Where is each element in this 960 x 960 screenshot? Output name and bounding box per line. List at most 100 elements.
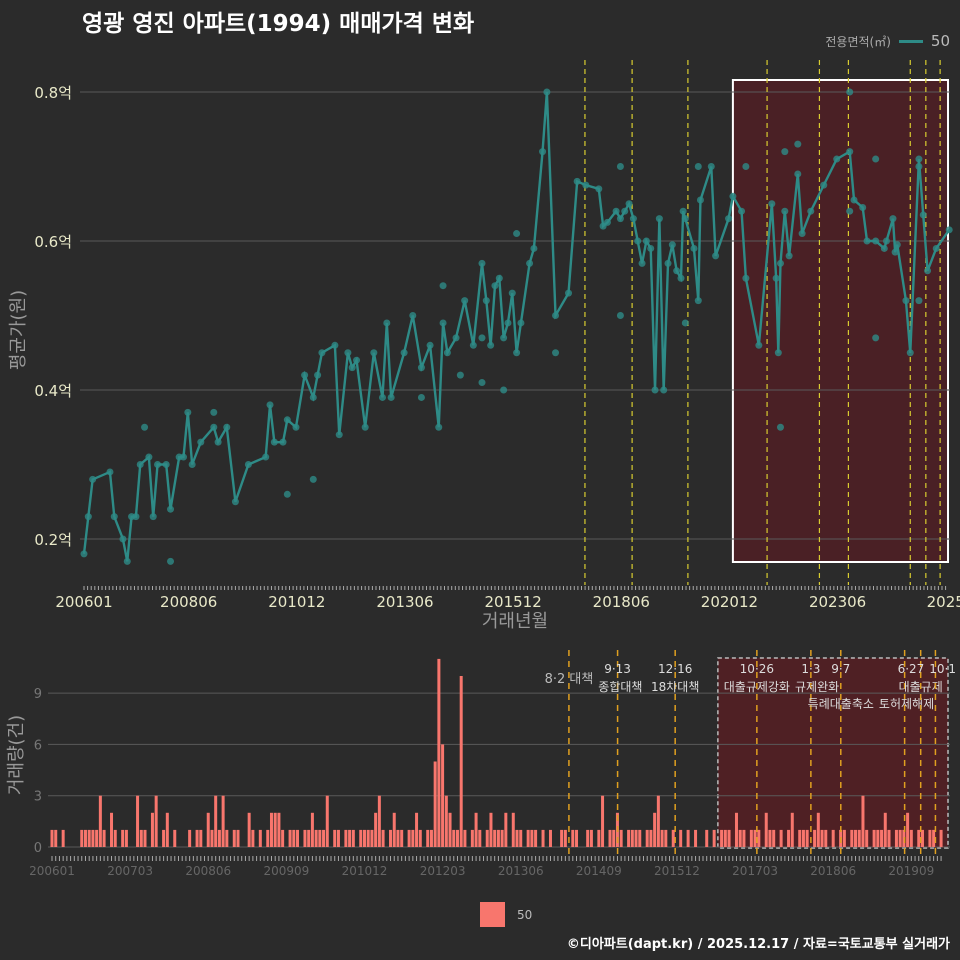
x-axis-title: 거래년월: [482, 611, 548, 632]
volume-bar: [281, 829, 285, 847]
volume-bar: [437, 658, 441, 847]
scatter-point: [456, 371, 464, 379]
volume-bar: [753, 829, 757, 847]
volume-bar: [102, 829, 106, 847]
x-tick-label: 201909: [888, 864, 934, 878]
volume-bar: [738, 829, 742, 847]
legend-bar-label: 50: [517, 907, 533, 922]
volume-bar: [50, 829, 54, 847]
x-tick-label: 201409: [576, 864, 622, 878]
volume-bar: [322, 829, 326, 847]
volume-bar: [110, 812, 114, 847]
volume-bar: [601, 795, 605, 847]
x-tick-label: 201512: [654, 864, 700, 878]
x-tick-label: 201806: [810, 864, 856, 878]
volume-bar: [470, 829, 474, 847]
volume-bar: [612, 829, 616, 847]
volume-bar: [816, 812, 820, 847]
volume-bar: [236, 829, 240, 847]
scatter-point: [309, 475, 317, 483]
volume-bar: [734, 812, 738, 847]
volume-bar: [296, 829, 300, 847]
event-label: 특례대출축소: [808, 697, 874, 711]
volume-bar: [813, 829, 817, 847]
volume-bar: [310, 812, 314, 847]
scatter-point: [478, 379, 486, 387]
event-label: 규제완화: [795, 680, 839, 694]
volume-bar: [790, 812, 794, 847]
volume-bar: [377, 795, 381, 847]
volume-bar: [351, 829, 355, 847]
volume-bar: [887, 829, 891, 847]
volume-bar: [392, 812, 396, 847]
scatter-point: [694, 163, 702, 170]
volume-bar: [723, 829, 727, 847]
volume-bar: [671, 829, 675, 847]
volume-bar: [548, 829, 552, 847]
volume-bar: [798, 829, 802, 847]
x-tick-label: 200909: [263, 864, 309, 878]
volume-bar: [630, 829, 634, 847]
y-tick-label: 0.8억: [34, 84, 72, 102]
y-tick-label: 0: [34, 841, 42, 856]
volume-bar: [98, 795, 102, 847]
volume-bar: [679, 829, 683, 847]
volume-bar: [381, 829, 385, 847]
scatter-point: [616, 163, 624, 170]
volume-bar: [872, 829, 876, 847]
y-tick-label: 9: [34, 687, 42, 702]
volume-bar: [348, 829, 352, 847]
volume-bar: [251, 829, 255, 847]
volume-bar: [824, 829, 828, 847]
volume-bar: [199, 829, 203, 847]
volume-bar: [801, 829, 805, 847]
volume-bar: [474, 812, 478, 847]
volume-bar: [366, 829, 370, 847]
volume-bar: [444, 795, 448, 847]
volume-bar: [80, 829, 84, 847]
scatter-point: [915, 297, 923, 305]
volume-bar: [805, 829, 809, 847]
event-label: 종합대책: [598, 679, 642, 694]
volume-bar: [686, 829, 690, 847]
x-tick-label: 201512: [485, 593, 542, 611]
x-tick-label: 201012: [342, 864, 388, 878]
volume-bar: [336, 829, 340, 847]
volume-bar: [541, 829, 545, 847]
volume-bar: [511, 812, 515, 847]
volume-bar: [441, 744, 445, 847]
volume-bar: [939, 829, 943, 847]
volume-bar: [448, 812, 452, 847]
volume-bar: [143, 829, 147, 847]
legend-line-swatch: [898, 39, 923, 43]
scatter-point: [283, 490, 291, 498]
legend-bottom: 50: [480, 902, 532, 927]
volume-bar: [485, 829, 489, 847]
x-tick-label: 202012: [701, 593, 758, 611]
scatter-point: [776, 423, 784, 431]
y-axis-title: 거래량(건): [6, 715, 27, 795]
volume-bar: [515, 829, 519, 847]
volume-bar: [656, 795, 660, 847]
event-label: 18차대책: [651, 679, 699, 694]
volume-bar: [162, 829, 166, 847]
event-label: 대출규제강화: [724, 680, 790, 694]
event-date-label: 12·16: [658, 662, 692, 676]
scatter-point: [846, 88, 854, 96]
scatter-point: [141, 423, 149, 431]
event-date-label: 10·26: [740, 662, 774, 676]
volume-bar: [705, 829, 709, 847]
volume-bar: [415, 812, 419, 847]
highlight-box-top: [731, 79, 950, 563]
legend-series-label: 50: [930, 32, 950, 50]
x-tick-label: 201306: [376, 593, 433, 611]
volume-bar: [266, 829, 270, 847]
volume-bar: [489, 812, 493, 847]
scatter-point: [781, 148, 789, 156]
volume-bar: [113, 829, 117, 847]
x-tick-label: 202306: [809, 593, 866, 611]
volume-bar: [370, 829, 374, 847]
volume-bar: [154, 795, 158, 847]
volume-bar: [478, 829, 482, 847]
volume-bar: [898, 829, 902, 847]
